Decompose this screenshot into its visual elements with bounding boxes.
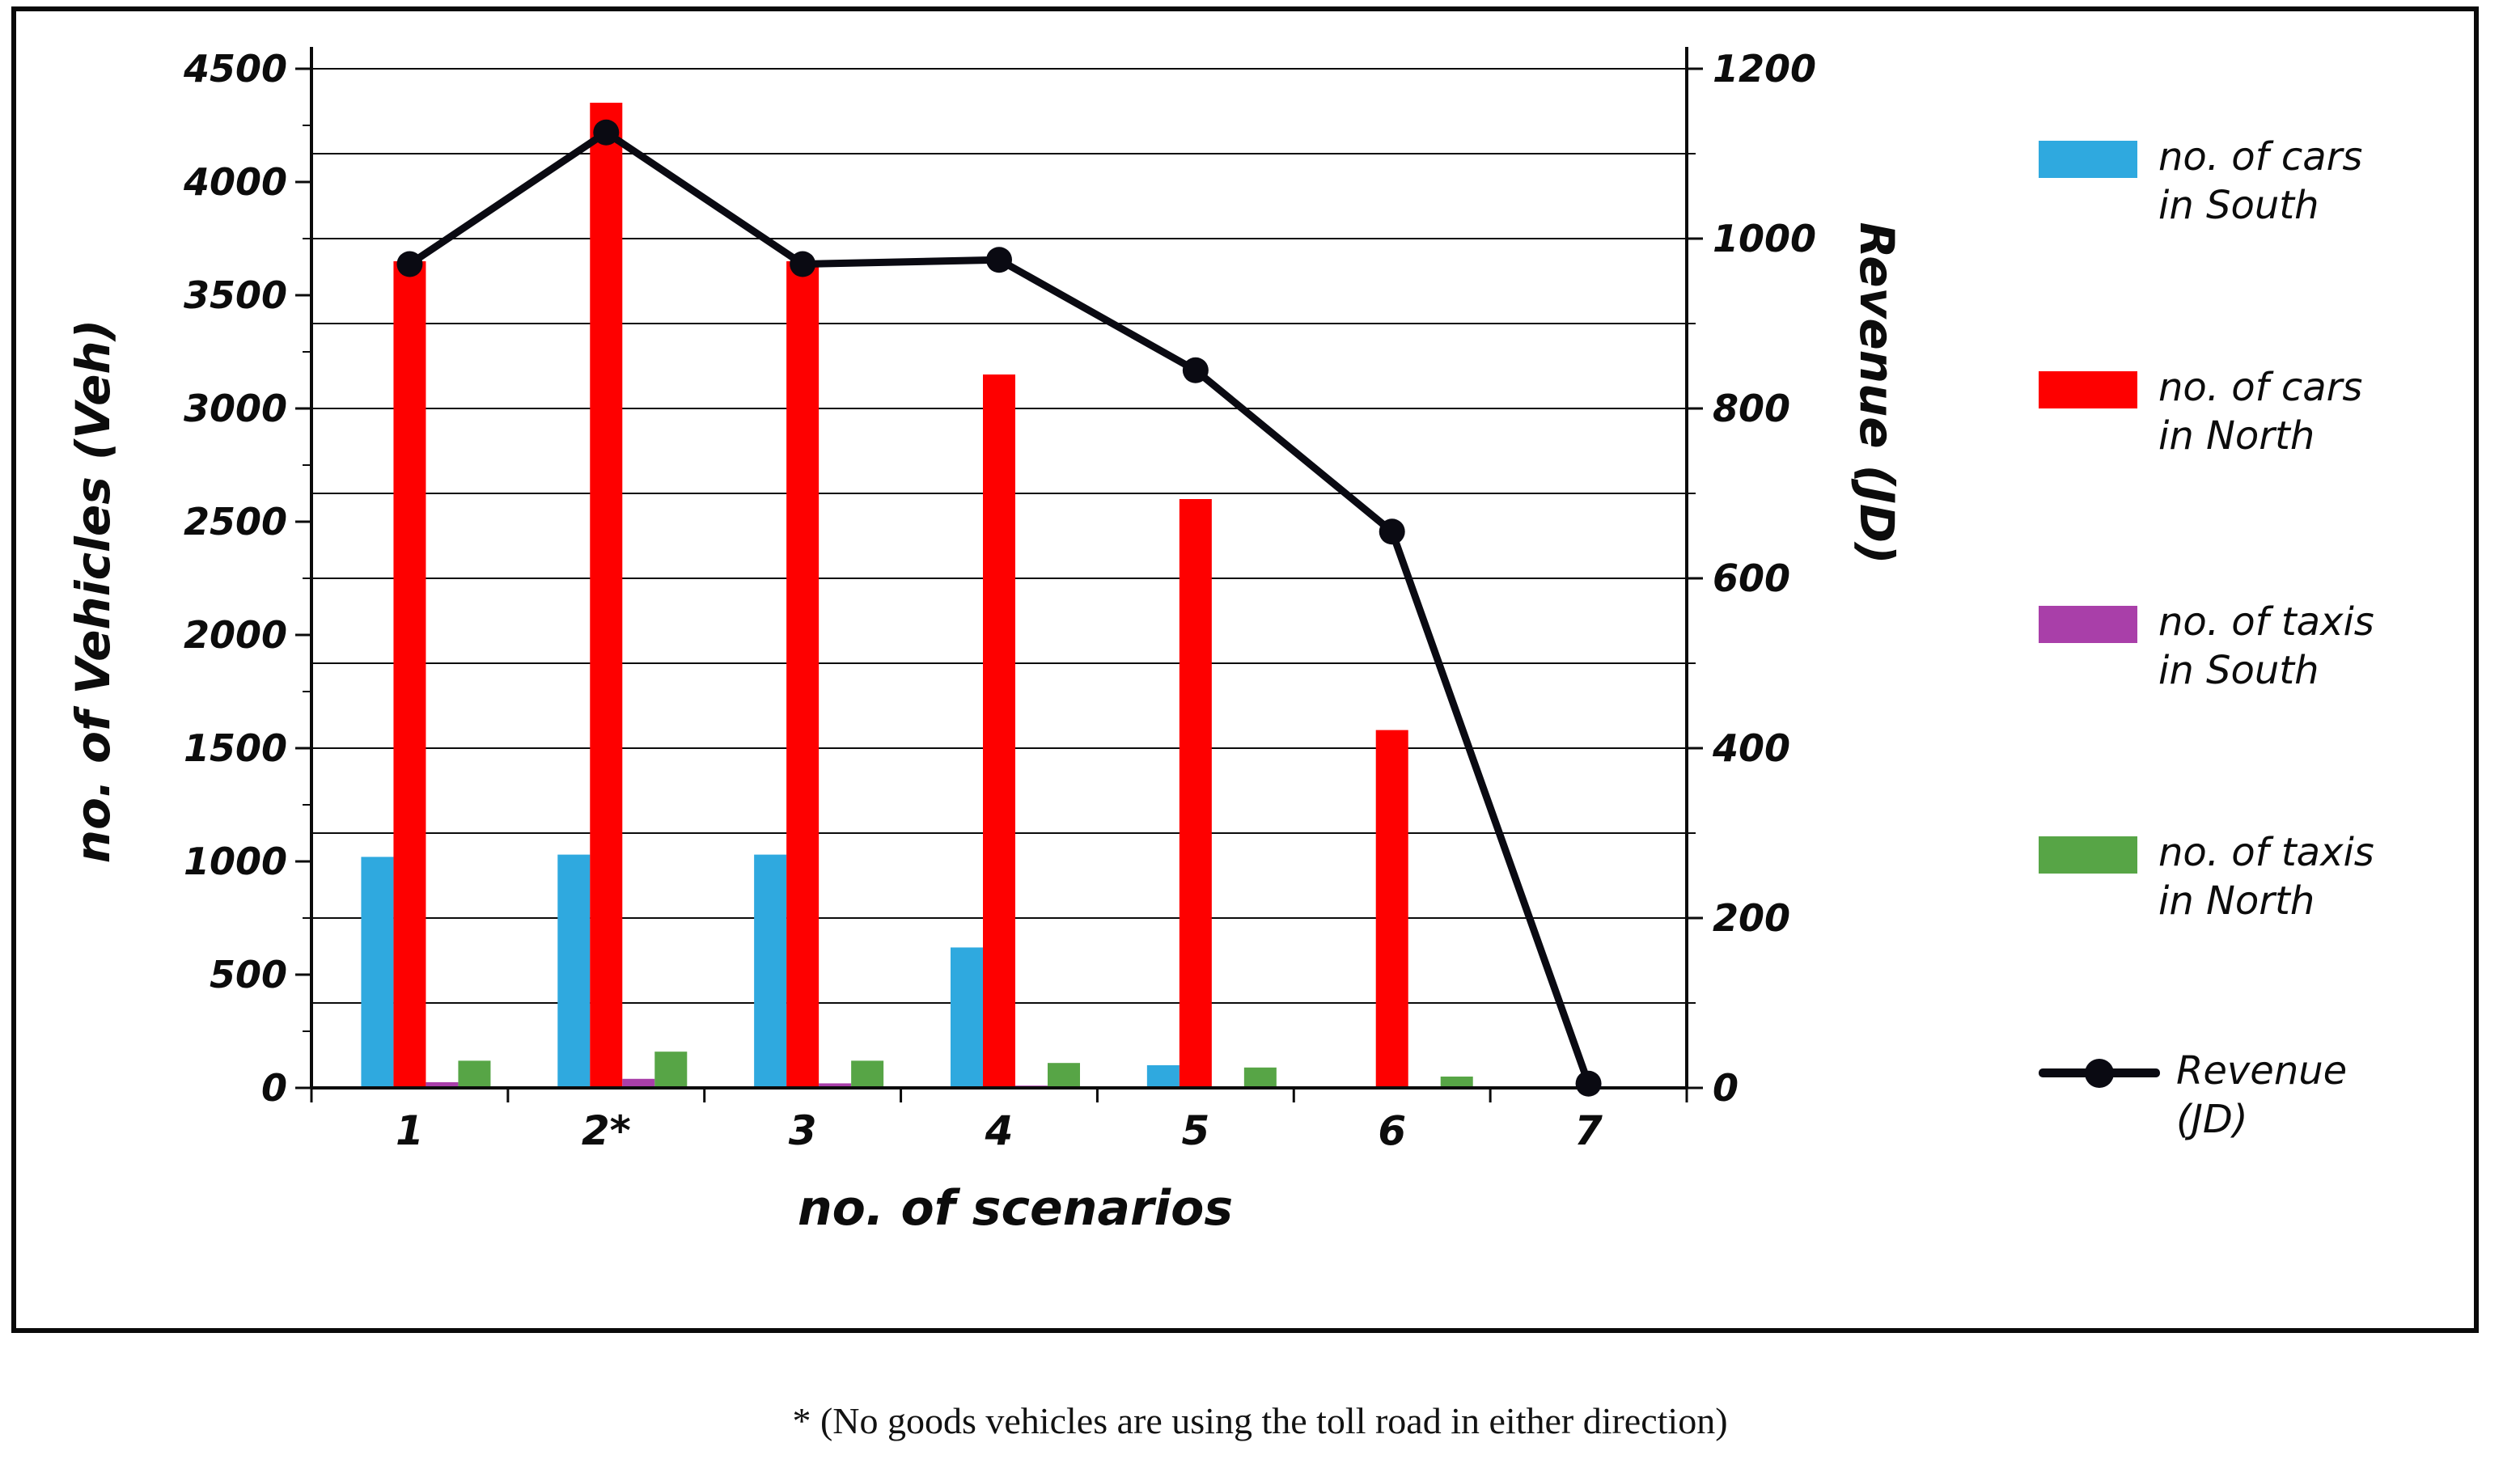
left-tick-label: 1000: [184, 840, 287, 883]
cars-south-swatch-icon: [2039, 141, 2137, 178]
bar-cars-south-scenario-3: [754, 854, 787, 1088]
bar-cars-north-scenario-6: [1375, 730, 1408, 1088]
footnote: * (No goods vehicles are using the toll …: [792, 1400, 1728, 1441]
taxis-north-swatch-icon: [2039, 836, 2137, 874]
taxis-south-swatch-icon: [2039, 606, 2137, 643]
bar-cars-south-scenario-4: [951, 947, 983, 1088]
legend: no. of cars in South no. of cars in Nort…: [2031, 11, 2500, 1338]
legend-label-cars-south: no. of cars in South: [2158, 134, 2363, 228]
x-category-label: 1: [396, 1107, 424, 1154]
left-tick-label: 1500: [184, 726, 287, 770]
x-category-label: 4: [985, 1107, 1014, 1154]
bar-cars-south-scenario-1: [361, 857, 394, 1088]
legend-item-taxis-north: no. of taxis in North: [2039, 828, 2374, 925]
right-tick-label: 400: [1712, 726, 1790, 770]
bar-cars-north-scenario-5: [1179, 499, 1212, 1088]
legend-item-cars-north: no. of cars in North: [2039, 363, 2362, 460]
left-tick-label: 4500: [183, 47, 287, 91]
bar-taxis-north-scenario-4: [1048, 1063, 1080, 1088]
left-tick-label: 2500: [184, 500, 287, 544]
bar-taxis-south-scenario-3: [819, 1083, 852, 1088]
right-tick-label: 800: [1713, 387, 1790, 430]
left-tick-label: 3000: [184, 387, 287, 430]
legend-item-cars-south: no. of cars in South: [2039, 133, 2362, 230]
x-category-label: 3: [789, 1107, 817, 1154]
revenue-point-scenario-6: [1379, 518, 1405, 545]
left-tick-label: 4000: [183, 160, 287, 204]
bar-cars-south-scenario-2*: [557, 854, 591, 1088]
right-tick-label: 0: [1713, 1066, 1739, 1110]
legend-item-taxis-south: no. of taxis in South: [2039, 598, 2374, 695]
bar-cars-north-scenario-4: [983, 374, 1015, 1088]
legend-label-taxis-south: no. of taxis in South: [2158, 599, 2374, 693]
legend-label-cars-north: no. of cars in North: [2158, 365, 2363, 459]
revenue-point-scenario-4: [986, 247, 1012, 273]
right-tick-label: 1200: [1713, 47, 1816, 91]
bar-taxis-south-scenario-2*: [622, 1078, 655, 1088]
revenue-point-scenario-3: [790, 251, 816, 277]
legend-label-revenue: Revenue (JD): [2176, 1048, 2348, 1142]
cars-north-swatch-icon: [2039, 371, 2137, 408]
bar-cars-south-scenario-5: [1146, 1065, 1180, 1088]
revenue-point-scenario-1: [396, 251, 423, 277]
x-category-label: 2*: [582, 1107, 631, 1154]
revenue-point-scenario-2*: [593, 119, 620, 146]
revenue-point-scenario-5: [1182, 357, 1209, 383]
left-tick-label: 3500: [184, 273, 287, 317]
bar-cars-north-scenario-1: [393, 261, 426, 1088]
left-tick-label: 500: [210, 953, 287, 996]
right-tick-label: 200: [1713, 896, 1790, 940]
left-tick-label: 0: [261, 1066, 287, 1110]
revenue-line-marker-icon: [2039, 1051, 2160, 1094]
revenue-dot-icon: [2085, 1059, 2114, 1088]
legend-label-taxis-north: no. of taxis in North: [2158, 830, 2374, 924]
x-axis-title: no. of scenarios: [797, 1180, 1234, 1237]
bar-taxis-north-scenario-3: [851, 1060, 884, 1088]
legend-item-revenue: Revenue (JD): [2039, 1047, 2347, 1144]
bar-taxis-south-scenario-1: [426, 1082, 459, 1088]
revenue-point-scenario-7: [1575, 1070, 1602, 1097]
bar-taxis-north-scenario-1: [458, 1060, 491, 1088]
bar-taxis-north-scenario-2*: [654, 1051, 688, 1088]
right-tick-label: 600: [1713, 556, 1790, 600]
left-tick-label: 2000: [184, 613, 287, 657]
right-tick-label: 1000: [1713, 217, 1816, 260]
bar-taxis-north-scenario-6: [1440, 1077, 1473, 1088]
x-category-label: 6: [1378, 1107, 1406, 1154]
bar-cars-north-scenario-2*: [590, 103, 623, 1088]
bar-cars-north-scenario-3: [786, 261, 820, 1088]
bar-taxis-north-scenario-5: [1243, 1067, 1277, 1088]
x-category-label: 5: [1181, 1107, 1209, 1154]
x-category-label: 7: [1574, 1107, 1603, 1154]
